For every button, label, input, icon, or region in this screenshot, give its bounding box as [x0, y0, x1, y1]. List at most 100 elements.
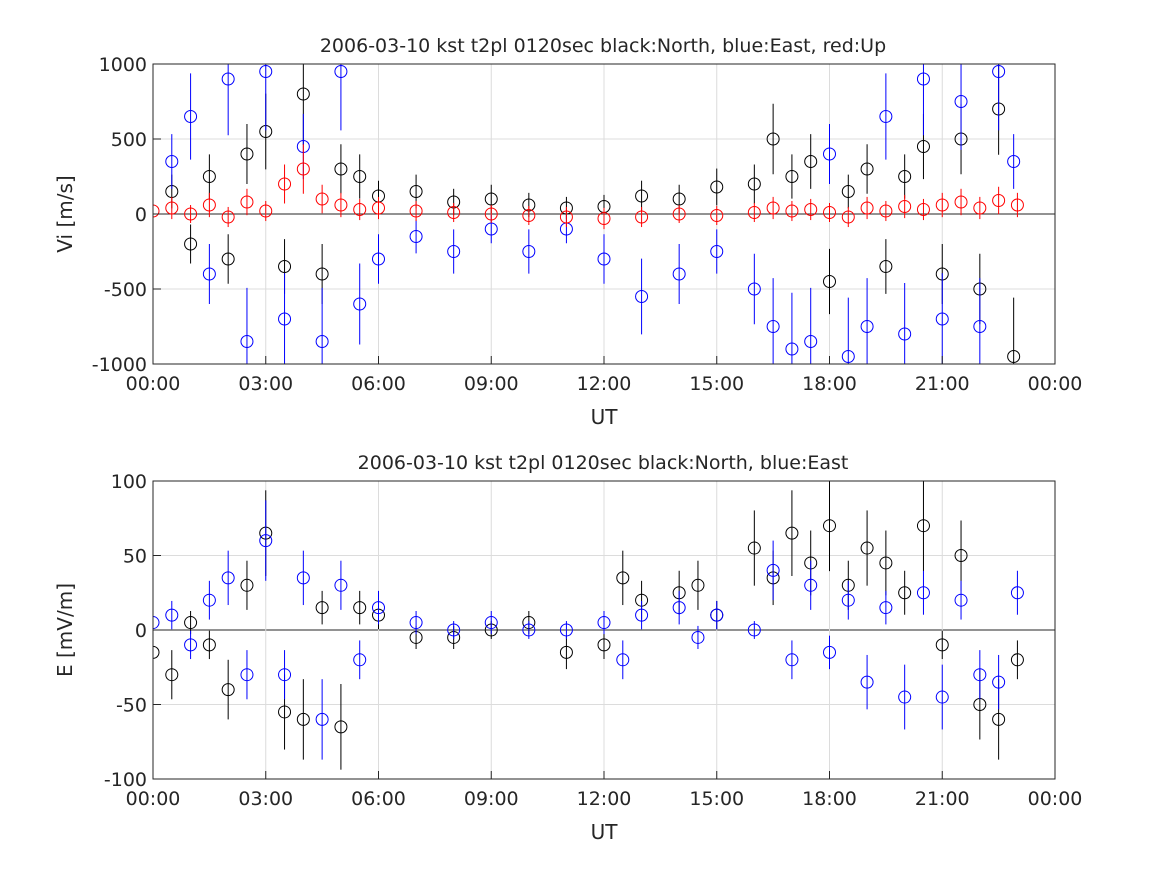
data-point [898, 170, 912, 183]
data-point [221, 683, 235, 697]
data-point [259, 534, 273, 548]
data-point [522, 209, 536, 222]
data-point [785, 204, 799, 218]
data-point [353, 170, 367, 183]
data-point [334, 198, 348, 212]
data-point [353, 297, 367, 311]
data-point [240, 147, 254, 161]
x-tick-label: 15:00 [689, 373, 744, 395]
data-point [635, 189, 649, 203]
data-point [240, 195, 254, 209]
data-point [296, 571, 310, 585]
data-point [804, 155, 818, 168]
data-point [635, 290, 649, 303]
data-point [766, 563, 780, 577]
data-point [559, 210, 573, 224]
x-tick-label: 03:00 [238, 373, 293, 395]
data-point [935, 690, 949, 704]
data-point [484, 207, 498, 221]
efield-panel: 2006-03-10 kst t2pl 0120sec black:North,… [53, 452, 1082, 844]
data-point [710, 245, 724, 258]
data-point [841, 210, 855, 224]
x-tick-label: 18:00 [802, 373, 857, 395]
data-point [372, 601, 385, 615]
data-point [710, 180, 724, 194]
data-point [165, 608, 179, 622]
data-point [635, 210, 649, 224]
data-point [278, 668, 292, 682]
data-point [409, 616, 423, 630]
data-point [296, 162, 310, 176]
data-point [278, 705, 292, 719]
data-point [296, 712, 310, 726]
data-point [879, 601, 893, 615]
data-point [710, 209, 724, 222]
data-point [766, 132, 780, 146]
data-point [202, 198, 216, 212]
data-point [597, 212, 611, 225]
data-point [315, 192, 329, 206]
y-tick-label: 1000 [99, 54, 147, 76]
y-tick-label: 0 [135, 620, 147, 642]
data-point [153, 645, 160, 659]
data-point [879, 260, 893, 273]
data-point [1010, 653, 1024, 667]
data-point [954, 549, 968, 562]
data-point [785, 342, 799, 356]
efield-data-marks [153, 481, 1024, 770]
data-point [165, 668, 179, 682]
data-point [766, 201, 780, 215]
data-point [559, 645, 573, 659]
data-point [315, 601, 329, 615]
data-point [409, 185, 423, 198]
data-point [860, 162, 874, 176]
data-point [898, 690, 912, 704]
data-point [841, 350, 855, 363]
data-point [879, 110, 893, 123]
x-tick-label: 21:00 [915, 373, 970, 395]
series-north [165, 64, 1021, 364]
data-point [785, 526, 799, 540]
velocity-panel: 2006-03-10 kst t2pl 0120sec black:North,… [53, 35, 1083, 429]
data-point [409, 230, 423, 243]
y-tick-label: 50 [123, 546, 147, 568]
x-tick-label: 06:00 [351, 373, 406, 395]
velocity-x-axis-label: UT [591, 405, 619, 429]
data-point [184, 207, 198, 221]
data-point [804, 578, 818, 592]
y-tick-label: -1000 [92, 354, 147, 376]
data-point [165, 155, 179, 168]
data-point [823, 275, 836, 288]
data-point [935, 638, 949, 652]
data-point [202, 170, 216, 183]
efield-panel-title: 2006-03-10 kst t2pl 0120sec black:North,… [358, 452, 849, 474]
y-tick-label: -50 [116, 695, 147, 717]
data-point [522, 623, 536, 637]
data-point [240, 578, 254, 592]
x-tick-label: 00:00 [126, 373, 181, 395]
data-point [747, 623, 761, 637]
data-point [916, 140, 930, 153]
y-tick-label: 0 [135, 204, 147, 226]
data-point [1007, 350, 1021, 363]
data-point [278, 260, 292, 273]
data-point [184, 110, 198, 123]
data-point [315, 712, 329, 726]
data-point [747, 206, 761, 219]
data-point [1010, 198, 1024, 212]
x-tick-label: 15:00 [689, 788, 744, 810]
velocity-panel-title: 2006-03-10 kst t2pl 0120sec black:North,… [320, 35, 886, 57]
data-point [334, 720, 348, 734]
data-point [221, 72, 235, 86]
x-tick-label: 12:00 [577, 788, 632, 810]
x-tick-label: 18:00 [802, 788, 857, 810]
data-point [973, 668, 987, 682]
data-point [597, 616, 611, 630]
data-point [841, 185, 855, 198]
y-tick-label: 500 [111, 129, 147, 151]
data-point [860, 320, 874, 333]
